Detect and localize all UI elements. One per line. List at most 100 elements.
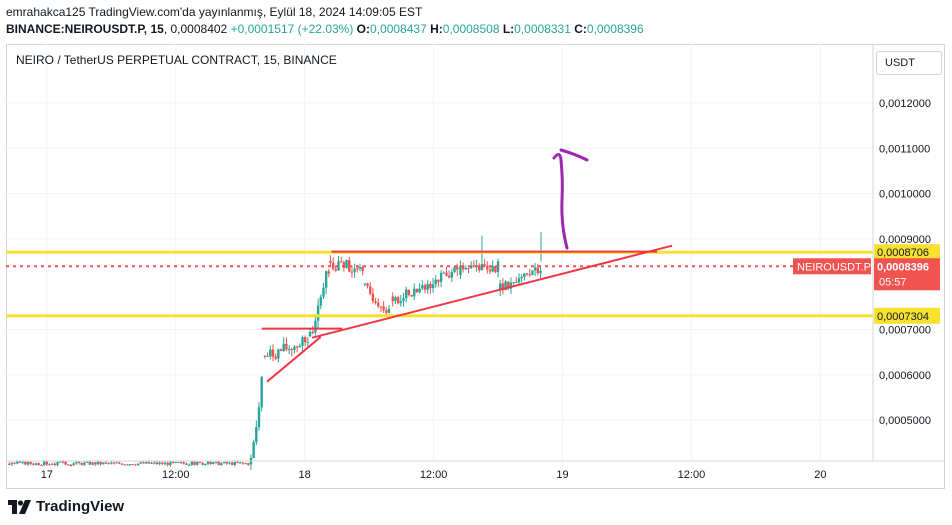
open-value: 0,0008437 — [370, 22, 427, 36]
candle-body — [45, 461, 49, 465]
publisher-text: emrahakca125 TradingView.com'da yayınlan… — [6, 5, 423, 19]
price-labels: 0,0008706 0,0007304 NEIROUSDT.P 0,0008396 05… — [793, 244, 940, 324]
candle-body — [155, 462, 159, 465]
candle-body — [91, 462, 94, 465]
candle-body — [134, 464, 137, 466]
candle-body — [93, 462, 97, 465]
candle-body — [442, 272, 445, 274]
level-price-label-bg — [874, 307, 940, 324]
time-tick-label: 20 — [814, 469, 826, 481]
candle-body — [16, 461, 19, 464]
candle-body — [266, 355, 269, 357]
candle-body — [102, 462, 105, 465]
candle-body — [10, 462, 14, 465]
candle-body — [491, 266, 494, 272]
candle-body — [437, 279, 440, 282]
candle-body — [361, 267, 364, 272]
close-value: 0,0008396 — [586, 22, 644, 36]
candle-body — [24, 461, 27, 465]
candle-body — [478, 265, 481, 271]
candle-body — [53, 463, 57, 465]
candle-body — [394, 297, 397, 302]
candle-body — [353, 268, 356, 273]
low-value: 0,0008331 — [514, 22, 571, 36]
tradingview-logo[interactable]: TradingView — [8, 498, 124, 515]
candle-body — [290, 348, 293, 350]
candle-body — [358, 267, 362, 269]
candle-body — [480, 264, 484, 271]
candle-body — [282, 343, 285, 351]
candle-body — [515, 282, 518, 284]
candle-body — [40, 464, 43, 466]
close-label: C: — [574, 22, 587, 36]
candle-body — [295, 346, 299, 348]
candle-body — [257, 407, 261, 428]
open-label: O: — [356, 22, 371, 36]
candle-body — [214, 461, 218, 463]
candle-body — [260, 376, 263, 408]
candle-body — [212, 462, 215, 465]
candle-body — [488, 269, 492, 272]
candle-body — [69, 464, 73, 466]
candle-body — [504, 281, 507, 291]
candle-body — [426, 283, 429, 290]
candle-body — [371, 293, 375, 302]
price-tick-label: 0,0011000 — [879, 143, 930, 155]
candle-body — [21, 461, 24, 463]
price-tick-label: 0,0005000 — [879, 415, 931, 427]
candle-body — [236, 461, 239, 463]
candle-body — [222, 461, 226, 464]
candle-body — [228, 462, 231, 464]
candle-body — [533, 267, 537, 271]
bar-countdown: 05:57 — [879, 276, 907, 288]
candle-body — [382, 306, 385, 311]
purple-arrow-drawing[interactable] — [552, 148, 589, 250]
candle-body — [528, 274, 531, 276]
candle-body — [187, 464, 191, 466]
currency-button[interactable]: USDT — [876, 51, 942, 75]
level-price-label-bg — [874, 244, 940, 261]
candle-body — [459, 265, 462, 276]
candle-body — [334, 269, 338, 271]
candle-body — [525, 273, 529, 275]
candle-body — [421, 285, 424, 289]
candle-body — [387, 308, 391, 313]
candle-body — [279, 349, 283, 351]
candle-body — [230, 462, 234, 465]
candle-body — [399, 301, 403, 304]
candle-body — [429, 283, 432, 289]
candle-body — [410, 294, 413, 297]
trend-line — [311, 244, 673, 339]
candle-body — [177, 461, 180, 463]
candle-body — [239, 462, 242, 464]
horizontal-levels[interactable] — [6, 250, 873, 318]
candle-body — [225, 461, 228, 464]
candle-body — [391, 296, 394, 302]
candle-body — [241, 462, 245, 464]
candle-body — [356, 268, 359, 270]
candle-body — [418, 288, 421, 293]
candle-body — [324, 271, 328, 288]
candle-body — [450, 272, 454, 278]
level-price-label: 0,0008706 — [877, 247, 929, 259]
candle-body — [185, 463, 188, 465]
candle-body — [182, 462, 186, 464]
trend-lines[interactable] — [261, 244, 673, 383]
candle-body — [42, 461, 46, 465]
trend-line — [266, 336, 322, 383]
candle-body — [486, 265, 489, 270]
price-tick-label: 0,0007000 — [879, 325, 931, 337]
candle-body — [206, 461, 210, 464]
candle-body — [169, 461, 172, 465]
candle-body — [337, 261, 340, 271]
candle-body — [285, 343, 288, 350]
candle-body — [220, 463, 223, 466]
candle-body — [301, 337, 304, 346]
candle-body — [374, 301, 377, 303]
candle-body — [536, 267, 540, 274]
candle-body — [77, 461, 81, 463]
price-tick-label: 0,0012000 — [879, 98, 931, 110]
candle-body — [247, 463, 250, 465]
candle-body — [80, 462, 83, 465]
